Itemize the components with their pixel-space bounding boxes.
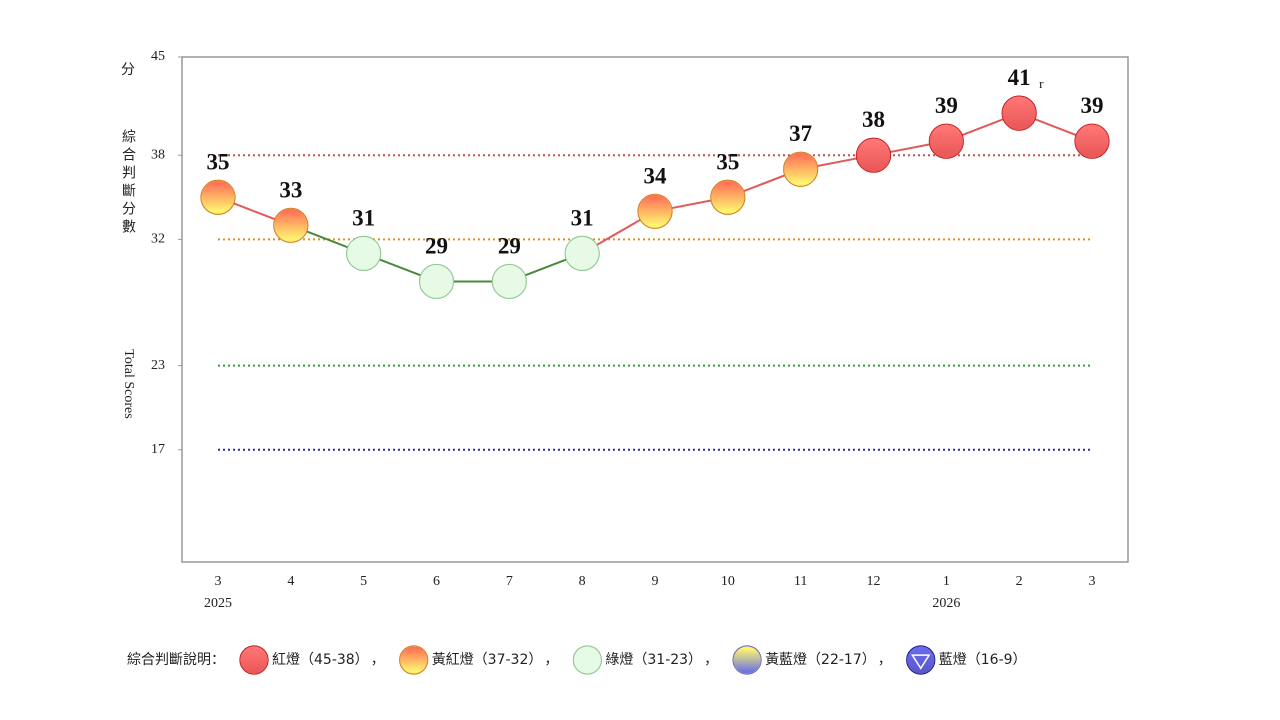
lamp-marker xyxy=(491,263,527,300)
value-label: 29 xyxy=(425,233,448,258)
legend-label: 藍燈（16-9） xyxy=(939,652,1027,668)
x-tick-label: 2 xyxy=(1016,574,1023,589)
value-label: 41 xyxy=(1008,65,1031,90)
value-label: 29 xyxy=(498,233,521,258)
legend-marker xyxy=(399,645,429,675)
y-tick-label: 32 xyxy=(151,232,165,247)
year-label: 2026 xyxy=(932,596,960,611)
lamp-marker xyxy=(346,235,382,271)
y-tick-label: 17 xyxy=(151,442,165,457)
legend-label: 綠燈（31-23） xyxy=(605,652,702,668)
legend-marker xyxy=(572,645,602,675)
x-tick-label: 6 xyxy=(433,574,440,589)
x-tick-label: 1 xyxy=(943,574,950,589)
x-tick-label: 3 xyxy=(215,574,222,589)
y-tick-label: 23 xyxy=(151,358,165,373)
x-tick-label: 5 xyxy=(360,574,367,589)
value-label: 39 xyxy=(935,93,958,118)
y-axis-title: 綜合判斷分數 xyxy=(120,129,136,237)
legend-separator: ， xyxy=(878,652,892,668)
x-tick-label: 12 xyxy=(867,574,881,589)
lamp-marker xyxy=(273,207,309,243)
lamp-marker xyxy=(200,179,236,215)
value-label: 31 xyxy=(352,205,375,230)
lamp-marker xyxy=(637,193,673,229)
value-label: 31 xyxy=(571,205,594,230)
y-tick-label: 45 xyxy=(151,49,165,64)
lamp-marker xyxy=(418,263,455,300)
annotation: r xyxy=(1039,76,1044,91)
legend-marker xyxy=(732,645,762,675)
y-unit: 分 xyxy=(121,62,135,78)
x-tick-label: 3 xyxy=(1089,574,1096,589)
x-tick-label: 4 xyxy=(287,574,294,589)
value-label: 37 xyxy=(789,121,812,146)
value-label: 35 xyxy=(716,149,739,174)
value-label: 35 xyxy=(207,149,230,174)
year-label: 2025 xyxy=(204,596,232,611)
value-label: 39 xyxy=(1081,93,1104,118)
lamp-marker xyxy=(1001,95,1037,131)
legend-marker xyxy=(239,645,269,675)
plot-frame xyxy=(181,56,1129,563)
y-axis-title-en: Total Scores xyxy=(121,349,136,418)
value-label: 38 xyxy=(862,107,885,132)
value-label: 33 xyxy=(279,177,302,202)
legend-separator: ， xyxy=(544,652,558,668)
lamp-marker xyxy=(1074,123,1110,159)
x-tick-label: 11 xyxy=(794,574,807,589)
x-tick-label: 7 xyxy=(506,574,513,589)
x-tick-label: 9 xyxy=(652,574,659,589)
lamp-marker xyxy=(783,151,819,187)
legend-separator: ， xyxy=(704,652,718,668)
lamp-marker xyxy=(855,137,892,173)
legend-label: 黃紅燈（37-32） xyxy=(432,652,543,668)
x-tick-label: 8 xyxy=(579,574,586,589)
lamp-marker xyxy=(928,123,964,159)
value-label: 34 xyxy=(644,163,668,188)
lamp-marker xyxy=(710,179,746,215)
lamp-marker xyxy=(564,235,600,271)
y-tick-label: 38 xyxy=(151,147,165,162)
legend-label: 紅燈（45-38） xyxy=(272,652,369,668)
legend-label: 黃藍燈（22-17） xyxy=(765,652,876,668)
legend-separator: ， xyxy=(371,652,385,668)
legend-marker xyxy=(906,645,936,675)
x-tick-label: 10 xyxy=(721,574,735,589)
legend-title: 綜合判斷說明： xyxy=(127,651,225,668)
